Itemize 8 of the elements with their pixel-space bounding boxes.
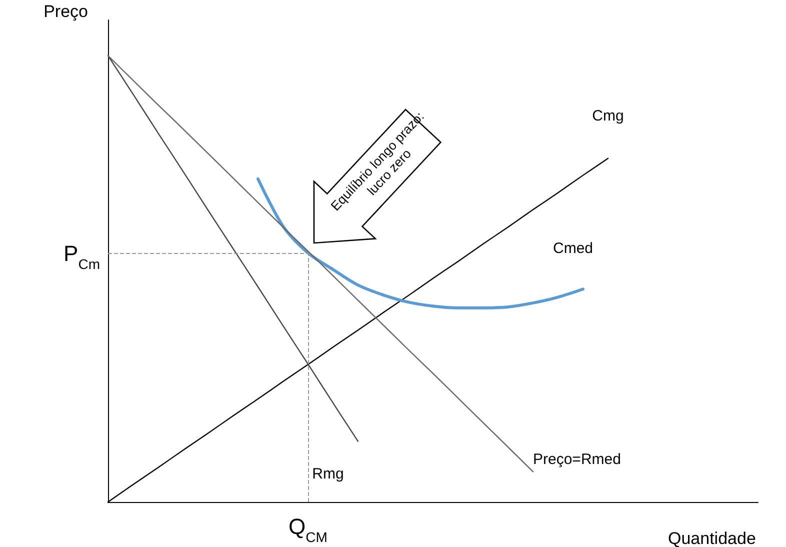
ref-line-label: P$_{Cm}$ — [64, 240, 100, 272]
series-label: Preço=Rmed — [533, 451, 621, 468]
y-axis-title: Preço — [44, 2, 88, 21]
text: Q$_{CM}$ — [288, 514, 328, 545]
text: Cmed — [552, 240, 594, 258]
text: Cmg — [592, 107, 624, 124]
series-label: Rmg — [312, 465, 344, 482]
x-axis-title: Quantidade — [668, 529, 756, 547]
